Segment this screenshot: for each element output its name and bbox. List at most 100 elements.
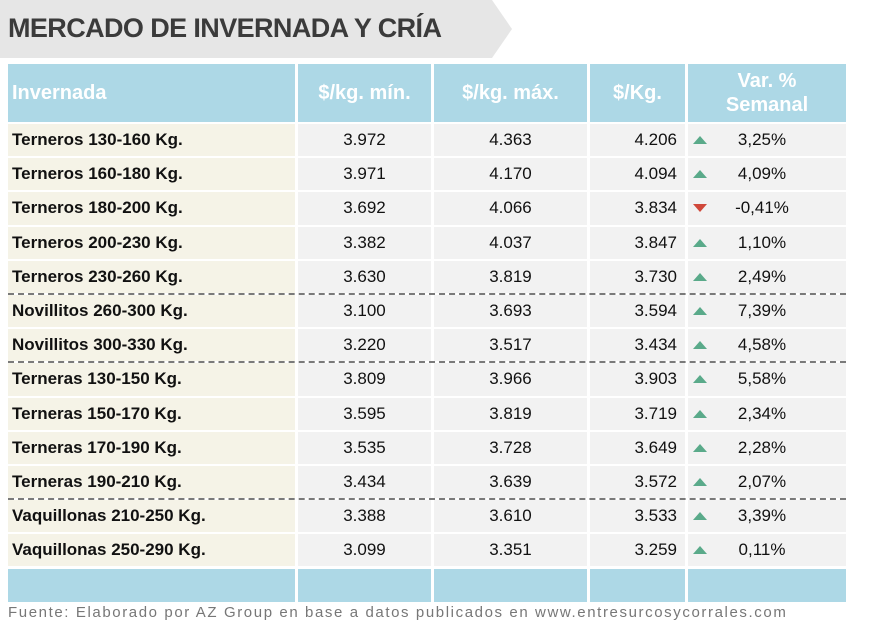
- row-variation: 5,58%: [688, 363, 846, 396]
- table-row: Terneras 170-190 Kg. 3.535 3.728 3.649 2,28%: [8, 429, 846, 464]
- row-avg-price: 3.903: [590, 363, 688, 396]
- footer-cell: [8, 569, 298, 603]
- row-max-price: 4.363: [434, 124, 590, 157]
- row-avg-price: 3.730: [590, 260, 688, 293]
- table-row: Terneras 130-150 Kg. 3.809 3.966 3.903 5,58%: [8, 361, 846, 396]
- row-variation-value: 2,34%: [737, 403, 787, 423]
- table-row: Terneros 180-200 Kg. 3.692 4.066 3.834 -0,41…: [8, 190, 846, 225]
- triangle-up-icon: [693, 170, 707, 179]
- row-max-price: 3.517: [434, 329, 590, 362]
- row-avg-price: 3.572: [590, 465, 688, 499]
- row-variation: 2,07%: [688, 465, 846, 499]
- row-variation: 2,28%: [688, 431, 846, 464]
- row-max-price: 3.728: [434, 431, 590, 464]
- footer-cell: [434, 569, 590, 603]
- row-min-price: 3.099: [298, 534, 434, 567]
- row-max-price: 3.819: [434, 397, 590, 430]
- table-row: Terneros 230-260 Kg. 3.630 3.819 3.730 2,49%: [8, 258, 846, 293]
- row-variation: -0,41%: [688, 192, 846, 225]
- row-variation: 4,09%: [688, 158, 846, 191]
- row-variation: 7,39%: [688, 294, 846, 328]
- table-body: Terneros 130-160 Kg. 3.972 4.363 4.206 3,25%…: [8, 122, 846, 567]
- row-category: Terneros 130-160 Kg.: [8, 124, 298, 157]
- footer-cell: [590, 569, 688, 603]
- row-avg-price: 3.533: [590, 500, 688, 533]
- header-weekly-variation: Var. % Semanal: [688, 64, 846, 122]
- row-variation-value: 2,07%: [737, 471, 787, 491]
- row-category: Terneros 180-200 Kg.: [8, 192, 298, 225]
- row-category: Terneros 200-230 Kg.: [8, 226, 298, 259]
- row-min-price: 3.809: [298, 363, 434, 396]
- page-title: MERCADO DE INVERNADA Y CRÍA: [8, 13, 442, 43]
- header-avg-price: $/Kg.: [590, 64, 688, 122]
- row-variation-value: 4,09%: [737, 164, 787, 184]
- row-avg-price: 3.259: [590, 534, 688, 567]
- table-row: Novillitos 260-300 Kg. 3.100 3.693 3.594 7,3…: [8, 292, 846, 328]
- row-min-price: 3.382: [298, 226, 434, 259]
- row-min-price: 3.692: [298, 192, 434, 225]
- row-variation: 1,10%: [688, 226, 846, 259]
- row-category: Terneras 190-210 Kg.: [8, 465, 298, 499]
- row-variation-value: 5,58%: [737, 369, 787, 389]
- row-category: Terneros 160-180 Kg.: [8, 158, 298, 191]
- triangle-up-icon: [693, 375, 707, 384]
- table-row: Terneras 150-170 Kg. 3.595 3.819 3.719 2,34%: [8, 395, 846, 430]
- table-row: Vaquillonas 210-250 Kg. 3.388 3.610 3.533 3,…: [8, 498, 846, 533]
- header-min-price: $/kg. mín.: [298, 64, 434, 122]
- row-min-price: 3.535: [298, 431, 434, 464]
- table-row: Terneros 160-180 Kg. 3.971 4.170 4.094 4,09%: [8, 156, 846, 191]
- triangle-up-icon: [693, 443, 707, 452]
- triangle-up-icon: [693, 136, 707, 145]
- row-min-price: 3.434: [298, 465, 434, 499]
- row-variation-value: 3,39%: [737, 506, 787, 526]
- triangle-up-icon: [693, 341, 707, 350]
- header-category: Invernada: [8, 64, 298, 122]
- triangle-up-icon: [693, 546, 707, 555]
- row-avg-price: 3.649: [590, 431, 688, 464]
- table-row: Terneros 200-230 Kg. 3.382 4.037 3.847 1,10%: [8, 224, 846, 259]
- row-variation-value: 7,39%: [737, 301, 787, 321]
- row-max-price: 4.066: [434, 192, 590, 225]
- source-note: Fuente: Elaborado por AZ Group en base a…: [8, 604, 788, 621]
- row-variation: 4,58%: [688, 329, 846, 362]
- row-avg-price: 4.206: [590, 124, 688, 157]
- row-variation-value: 1,10%: [737, 232, 787, 252]
- triangle-up-icon: [693, 307, 707, 316]
- table-row: Vaquillonas 250-290 Kg. 3.099 3.351 3.259 0,…: [8, 532, 846, 567]
- row-max-price: 3.351: [434, 534, 590, 567]
- table-row: Terneros 130-160 Kg. 3.972 4.363 4.206 3,25%: [8, 122, 846, 157]
- row-variation: 2,34%: [688, 397, 846, 430]
- row-min-price: 3.220: [298, 329, 434, 362]
- footer-cell: [298, 569, 434, 603]
- row-min-price: 3.100: [298, 294, 434, 328]
- row-variation-value: 3,25%: [737, 130, 787, 150]
- header-var-line2: Semanal: [725, 94, 809, 116]
- header-max-price: $/kg. máx.: [434, 64, 590, 122]
- row-max-price: 3.819: [434, 260, 590, 293]
- row-max-price: 3.610: [434, 500, 590, 533]
- row-category: Terneras 130-150 Kg.: [8, 363, 298, 396]
- row-max-price: 3.693: [434, 294, 590, 328]
- row-avg-price: 3.834: [590, 192, 688, 225]
- row-max-price: 4.170: [434, 158, 590, 191]
- banner-shape: [0, 0, 512, 58]
- row-avg-price: 3.847: [590, 226, 688, 259]
- row-variation: 3,39%: [688, 500, 846, 533]
- table-header: Invernada $/kg. mín. $/kg. máx. $/Kg. Va…: [8, 64, 846, 122]
- row-variation: 3,25%: [688, 124, 846, 157]
- row-category: Terneros 230-260 Kg.: [8, 260, 298, 293]
- row-category: Vaquillonas 250-290 Kg.: [8, 534, 298, 567]
- row-max-price: 3.639: [434, 465, 590, 499]
- footer-cell: [688, 569, 846, 603]
- row-min-price: 3.630: [298, 260, 434, 293]
- table-row: Terneras 190-210 Kg. 3.434 3.639 3.572 2,07%: [8, 463, 846, 499]
- triangle-up-icon: [693, 512, 707, 521]
- row-min-price: 3.595: [298, 397, 434, 430]
- row-avg-price: 3.594: [590, 294, 688, 328]
- row-category: Terneras 170-190 Kg.: [8, 431, 298, 464]
- row-variation-value: -0,41%: [735, 198, 789, 218]
- row-category: Novillitos 260-300 Kg.: [8, 294, 298, 328]
- triangle-down-icon: [693, 204, 707, 213]
- row-min-price: 3.972: [298, 124, 434, 157]
- row-min-price: 3.388: [298, 500, 434, 533]
